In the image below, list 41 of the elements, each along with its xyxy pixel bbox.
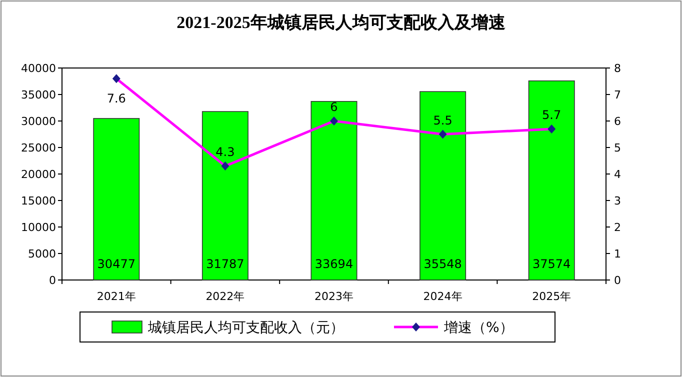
title: 2021-2025年城镇居民人均可支配收入及增速 xyxy=(176,13,506,32)
y-tick-label: 20000 xyxy=(21,168,56,181)
y2-tick-label: 7 xyxy=(614,88,621,102)
y2-tick-label: 3 xyxy=(614,194,621,208)
y-tick-label: 25000 xyxy=(21,142,56,154)
bar xyxy=(310,101,358,280)
data-label: 35548 xyxy=(424,257,462,271)
data-label: 6 xyxy=(330,100,338,114)
y-tick-label: 30000 xyxy=(21,115,56,128)
y2-tick-label: 1 xyxy=(614,248,621,260)
legend-label: 增速（%） xyxy=(443,320,514,336)
y2-tick-label: 8 xyxy=(614,62,621,75)
y2-tick-label: 2 xyxy=(614,221,621,234)
data-label: 33694 xyxy=(314,257,354,271)
x-tick-label: 2023年 xyxy=(314,290,354,303)
x-tick-label: 2022年 xyxy=(206,290,245,303)
bar xyxy=(93,118,140,280)
data-label: 30477 xyxy=(97,257,136,271)
y-tick-label: 35000 xyxy=(21,88,56,102)
y-tick-label: 10000 xyxy=(21,221,56,234)
data-label: 37574 xyxy=(532,257,571,271)
y-tick-label: 15000 xyxy=(21,194,56,208)
data-label: 5.5 xyxy=(433,113,452,128)
bar xyxy=(202,111,248,280)
data-label: 31787 xyxy=(206,257,244,271)
x-tick-label: 2025年 xyxy=(532,290,572,303)
bar xyxy=(420,91,466,280)
y2-tick-label: 5 xyxy=(614,142,621,154)
y2-tick-label: 0 xyxy=(614,274,621,287)
x-tick-label: 2021年 xyxy=(96,290,136,303)
y2-tick-label: 6 xyxy=(614,115,621,128)
y2-tick-label: 4 xyxy=(614,168,621,181)
y-tick-label: 0 xyxy=(49,274,56,287)
bar xyxy=(528,80,575,280)
x-tick-label: 2024年 xyxy=(423,290,462,303)
data-label: 7.6 xyxy=(106,92,126,106)
data-label: 5.7 xyxy=(542,108,562,122)
data-label: 4.3 xyxy=(216,145,235,160)
legend-label: 城镇居民人均可支配收入（元） xyxy=(147,320,344,336)
y-tick-label: 5000 xyxy=(28,248,56,260)
y-tick-label: 40000 xyxy=(21,62,56,75)
